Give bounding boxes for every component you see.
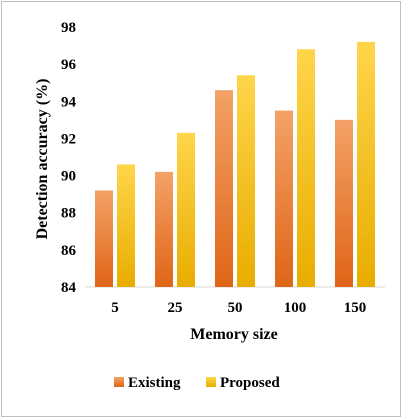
legend-swatch-proposed [206,377,216,387]
bar-proposed-150 [357,41,375,287]
legend-label-proposed: Proposed [220,375,280,391]
x-axis-label: Memory size [190,326,278,343]
y-axis-label: Detection accuracy (%) [34,79,51,240]
bars [95,41,375,288]
y-tick-label: 98 [61,20,76,36]
bar-existing-50 [215,90,233,288]
y-tick-label: 88 [61,206,76,222]
bar-existing-25 [155,171,173,287]
y-tick-label: 92 [61,131,76,147]
y-tick-label: 94 [61,94,77,110]
bar-proposed-25 [177,132,195,287]
legend: Existing Proposed [114,375,280,391]
bar-existing-150 [335,119,353,287]
x-tick-label: 25 [168,300,183,316]
bar-existing-5 [95,190,113,287]
bar-existing-100 [275,110,293,287]
x-tick-label: 100 [284,300,307,316]
y-tick-labels: 84 86 88 90 92 94 96 98 [61,20,77,296]
bar-proposed-5 [117,164,135,287]
y-tick-label: 84 [61,280,77,296]
y-tick-label: 90 [61,169,76,185]
x-tick-labels: 5 25 50 100 150 [111,300,366,316]
x-tick-label: 5 [111,300,119,316]
bar-proposed-100 [297,49,315,288]
y-tick-label: 86 [61,243,77,259]
legend-label-existing: Existing [128,375,181,391]
bar-proposed-50 [237,75,255,288]
y-tick-label: 96 [61,57,77,73]
x-tick-label: 150 [344,300,367,316]
x-tick-label: 50 [228,300,243,316]
legend-swatch-existing [114,377,124,387]
